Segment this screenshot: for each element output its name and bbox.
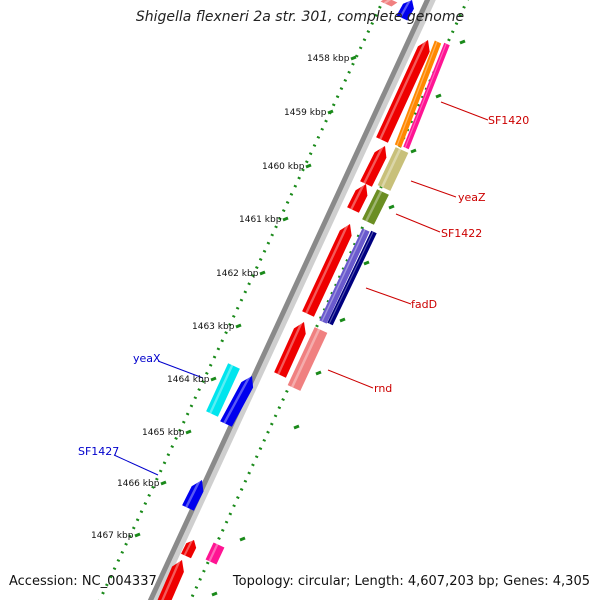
gene-track-rnd[interactable] xyxy=(287,327,328,391)
tick-mark xyxy=(388,204,395,210)
tick-mark xyxy=(305,163,312,169)
gene-track-yeaz[interactable] xyxy=(377,147,409,191)
accession-label: Accession: NC_004337 xyxy=(9,574,157,589)
tick-label-1460: 1460 kbp xyxy=(262,162,305,172)
tick-label-1466: 1466 kbp xyxy=(117,479,160,489)
gene-cds-fadd-fwd[interactable] xyxy=(302,222,352,317)
gene-cds-sf1420-fwd[interactable] xyxy=(360,144,387,187)
tick-mark xyxy=(259,270,266,276)
gene-label-yeaz[interactable]: yeaZ xyxy=(458,191,486,204)
tick-label-1458: 1458 kbp xyxy=(307,54,350,64)
tick-mark xyxy=(410,148,417,154)
gene-features xyxy=(156,0,450,600)
gene-label-sf1420[interactable]: SF1420 xyxy=(488,114,529,127)
label-leaders xyxy=(113,101,489,476)
tick-mark xyxy=(210,376,217,382)
gene-track-fadd-navy[interactable] xyxy=(327,230,377,326)
tick-marks xyxy=(134,39,466,597)
gene-cds-yeaz-fwd[interactable] xyxy=(347,182,368,213)
gene-track-orange[interactable] xyxy=(394,40,442,148)
gene-cds-sf1427[interactable] xyxy=(182,478,204,511)
gene-label-rnd[interactable]: rnd xyxy=(374,382,392,395)
genome-summary: Topology: circular; Length: 4,607,203 bp… xyxy=(232,574,590,589)
gene-cds-top-blue[interactable] xyxy=(396,0,414,21)
tick-mark xyxy=(185,429,192,435)
tick-mark xyxy=(327,109,334,115)
tick-mark xyxy=(211,591,218,597)
tick-mark xyxy=(293,424,300,430)
gene-track-small-magenta[interactable] xyxy=(205,542,225,565)
tick-label-1465: 1465 kbp xyxy=(142,428,185,438)
gene-label-fadd[interactable]: fadD xyxy=(411,298,437,311)
genome-backbone-shadow xyxy=(150,0,436,600)
tick-label-1462: 1462 kbp xyxy=(216,269,259,279)
tick-mark xyxy=(363,260,370,266)
tick-label-1463: 1463 kbp xyxy=(192,322,235,332)
gene-track-magenta[interactable] xyxy=(403,42,450,150)
tick-mark xyxy=(459,39,466,45)
gene-track-top-salmon[interactable] xyxy=(380,0,398,7)
tick-mark xyxy=(282,216,289,222)
tick-label-1464: 1464 kbp xyxy=(167,375,210,385)
gene-track-sf1422[interactable] xyxy=(362,189,389,225)
gene-track-yeax-cyan[interactable] xyxy=(206,363,240,417)
tick-mark xyxy=(239,536,246,542)
gene-label-yeax[interactable]: yeaX xyxy=(133,352,161,365)
tick-mark xyxy=(160,480,167,486)
tick-mark xyxy=(315,370,322,376)
tick-mark xyxy=(339,317,346,323)
tick-mark xyxy=(435,93,442,99)
tick-label-1459: 1459 kbp xyxy=(284,108,327,118)
gene-cds-bottom-fwd[interactable] xyxy=(156,558,184,600)
inner-dot-track xyxy=(98,0,385,600)
gene-cds-yeay[interactable] xyxy=(220,374,254,427)
gene-cds-small-fwd[interactable] xyxy=(181,538,197,559)
tick-label-1461: 1461 kbp xyxy=(239,215,282,225)
gene-cds-sf1419[interactable] xyxy=(376,38,430,143)
gene-label-sf1422[interactable]: SF1422 xyxy=(441,227,482,240)
tick-label-1467: 1467 kbp xyxy=(91,531,134,541)
tick-dot-tracks xyxy=(98,0,470,600)
tick-mark xyxy=(134,532,141,538)
gene-track-fadd-purple[interactable] xyxy=(319,228,370,324)
gene-label-sf1427[interactable]: SF1427 xyxy=(78,445,119,458)
tick-mark xyxy=(350,55,357,61)
outer-dot-track xyxy=(188,0,470,600)
genome-title: Shigella flexneri 2a str. 301, complete … xyxy=(135,9,465,25)
tick-mark xyxy=(235,323,242,329)
gene-cds-rnd-fwd[interactable] xyxy=(274,320,306,378)
